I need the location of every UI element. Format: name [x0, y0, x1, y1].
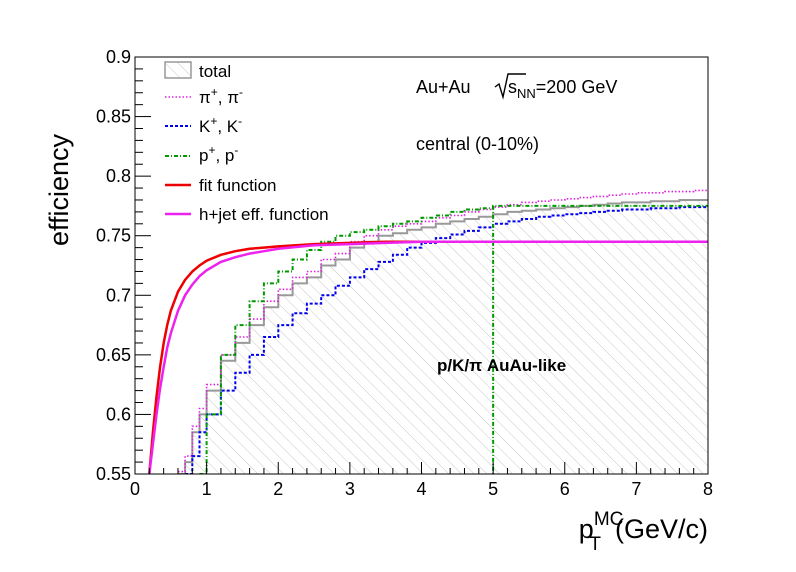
- x-axis-title-main: p: [579, 514, 594, 544]
- sqrt-symbol: [494, 73, 526, 100]
- series-pion: [178, 189, 708, 473]
- axes-layer: 0 1 2 3 4 5 6 7 8 0.55 0.6 0.65 0.7 0.75 0.8 0.85 0.9: [96, 47, 713, 499]
- x-tick-label: 7: [631, 479, 641, 499]
- y-tick-label: 0.85: [96, 107, 131, 127]
- legend-swatch-total: [164, 61, 192, 79]
- series-total: [178, 199, 708, 474]
- y-tick-label: 0.75: [96, 226, 131, 246]
- x-tick-label: 8: [703, 479, 713, 499]
- x-axis-title: pMC T (GeV/c): [579, 509, 708, 555]
- centrality-label: central (0-10%): [416, 134, 539, 154]
- y-axis-title: efficiency: [44, 133, 74, 246]
- y-tick-label: 0.65: [96, 345, 131, 365]
- x-axis-title-sup: MC: [594, 509, 624, 530]
- collision-label: Au+Au: [416, 77, 471, 97]
- legend-label-hjet: h+jet eff. function: [199, 205, 329, 224]
- series-proton: [199, 204, 708, 474]
- legend: total π+, π- K+, K- p+, p- fit function …: [164, 61, 329, 224]
- x-tick-label: 2: [273, 479, 283, 499]
- energy-sub: NN: [517, 86, 536, 101]
- series-kaon: [185, 205, 708, 474]
- x-tick-label: 4: [416, 479, 426, 499]
- y-tick-label: 0.8: [106, 166, 131, 186]
- y-tick-label: 0.9: [106, 47, 131, 67]
- mode-label: p/K/π AuAu-like: [437, 356, 566, 375]
- legend-label-kaon: K+, K-: [199, 114, 242, 136]
- x-tick-label: 3: [345, 479, 355, 499]
- x-tick-label: 6: [560, 479, 570, 499]
- x-tick-label: 1: [202, 479, 212, 499]
- series-total-fill: [178, 200, 708, 474]
- data-layer: [148, 189, 708, 474]
- x-tick-label: 5: [488, 479, 498, 499]
- y-tick-label: 0.55: [96, 464, 131, 484]
- legend-label-proton: p+, p-: [199, 143, 238, 165]
- legend-label-total: total: [199, 62, 231, 81]
- y-tick-label: 0.7: [106, 285, 131, 305]
- series-hjet-function: [148, 240, 708, 474]
- x-axis-title-unit: (GeV/c): [615, 514, 708, 544]
- x-axis-title-sub: T: [589, 534, 601, 555]
- x-tick-label: 0: [130, 479, 140, 499]
- energy-label: sNN=200 GeV: [508, 77, 617, 101]
- legend-label-pion: π+, π-: [199, 85, 243, 107]
- legend-label-fit: fit function: [199, 176, 277, 195]
- energy-value: =200 GeV: [536, 77, 618, 97]
- y-tick-label: 0.6: [106, 404, 131, 424]
